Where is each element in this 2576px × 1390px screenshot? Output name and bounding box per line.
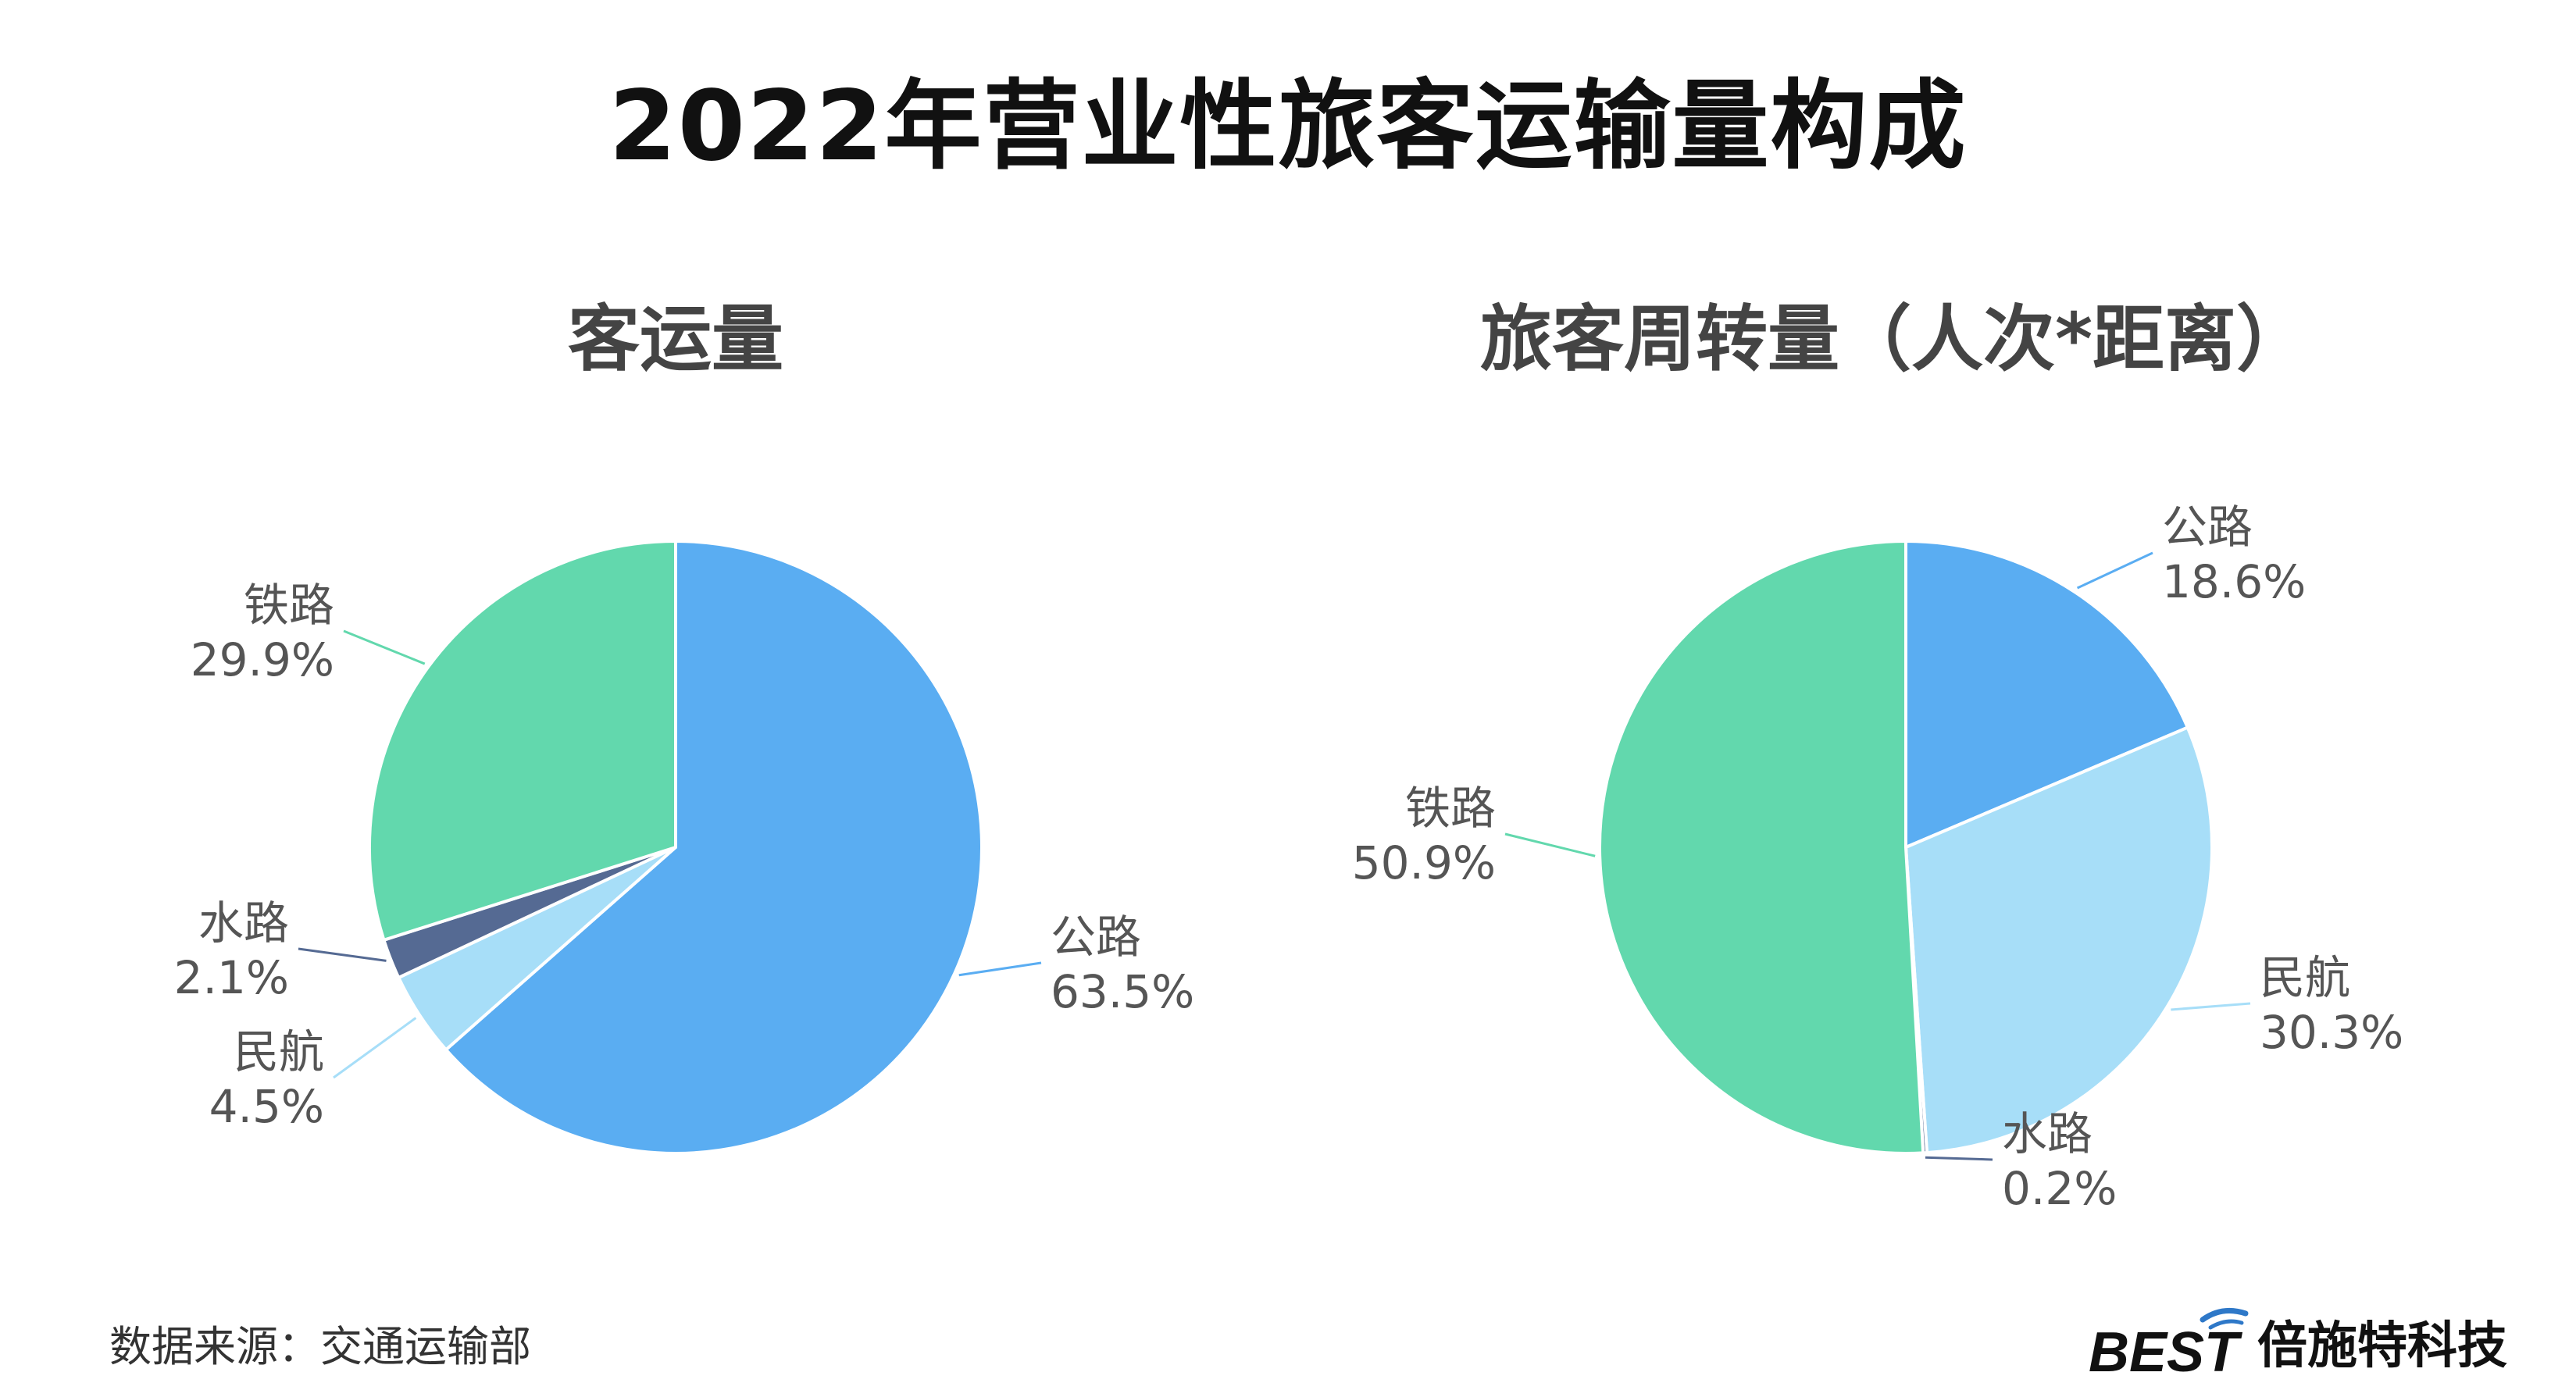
pie-1-slice-value-1: 30.3% bbox=[2260, 1006, 2403, 1059]
pie-1-slice-value-0: 18.6% bbox=[2162, 555, 2306, 608]
pie-0-slice-value-1: 4.5% bbox=[209, 1080, 324, 1133]
brand-name: 倍施特科技 bbox=[2257, 1317, 2507, 1375]
pie-1-slice-1 bbox=[1904, 725, 2214, 1155]
pie-1-slice-value-3: 50.9% bbox=[1352, 836, 1496, 889]
source-note: 数据来源：交通运输部 bbox=[109, 1322, 531, 1371]
chart-title-passenger-volume: 客运量 bbox=[567, 298, 783, 381]
pie-0-slice-3 bbox=[368, 540, 677, 942]
pie-0-leader-line-3 bbox=[343, 629, 426, 665]
pie-0-leader-line-1 bbox=[333, 1017, 417, 1079]
pie-1-slice-label-0: 公路 bbox=[2162, 501, 2253, 554]
pie-0-slice-0 bbox=[444, 540, 983, 1155]
pie-1-slice-3 bbox=[1597, 540, 1925, 1155]
pie-0-slice-label-2: 水路 bbox=[198, 896, 289, 950]
pie-0-slice-label-3: 铁路 bbox=[244, 579, 334, 632]
chart-title-passenger-turnover: 旅客周转量（人次*距离） bbox=[1479, 298, 2309, 381]
brand-logo: BEST 倍施特科技 bbox=[2085, 1303, 2507, 1381]
pie-0-slice-label-0: 公路 bbox=[1051, 911, 1141, 964]
pie-1-slice-value-2: 0.2% bbox=[2002, 1162, 2117, 1215]
svg-text:BEST: BEST bbox=[2089, 1321, 2243, 1381]
pie-0-leader-line-0 bbox=[958, 961, 1042, 977]
pie-1-leader-line-2 bbox=[1925, 1156, 1993, 1161]
pie-1-leader-line-3 bbox=[1504, 832, 1596, 857]
pie-1-slice-0 bbox=[1904, 540, 2189, 849]
page-title: 2022年营业性旅客运输量构成 bbox=[608, 70, 1968, 183]
pie-0-slice-value-3: 29.9% bbox=[191, 633, 334, 686]
pie-0-slice-value-0: 63.5% bbox=[1051, 965, 1194, 1018]
pie-0-slice-value-2: 2.1% bbox=[174, 951, 289, 1004]
pie-1-slice-label-2: 水路 bbox=[2002, 1107, 2093, 1160]
pie-1-slice-label-1: 民航 bbox=[2260, 951, 2350, 1004]
pie-0-slice-label-1: 民航 bbox=[234, 1025, 324, 1078]
pie-0-leader-line-2 bbox=[298, 947, 387, 962]
pie-1-slice-label-3: 铁路 bbox=[1405, 782, 1496, 835]
pie-1-leader-line-0 bbox=[2076, 551, 2153, 590]
pie-1-leader-line-1 bbox=[2171, 1002, 2251, 1011]
best-logo-icon: BEST bbox=[2089, 1307, 2249, 1381]
